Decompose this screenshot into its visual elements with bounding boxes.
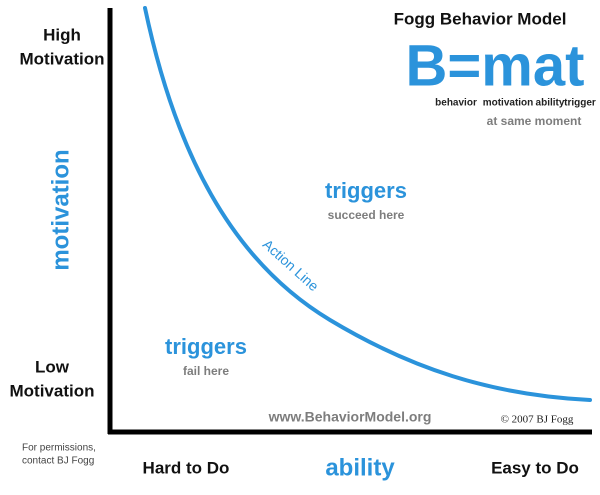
x-low: Hard to Do — [143, 458, 230, 477]
permissions: For permissions, — [22, 443, 96, 454]
x-high: Easy to Do — [491, 458, 579, 477]
formula: B=mat — [406, 33, 585, 98]
action-line — [143, 6, 592, 402]
formula-note: at same moment — [487, 114, 582, 128]
y-low: Motivation — [10, 381, 95, 400]
formula-word: ability — [536, 98, 565, 109]
y-high: Motivation — [20, 49, 105, 68]
permissions: contact BJ Fogg — [22, 456, 94, 467]
x-axis-label: ability — [325, 454, 395, 481]
formula-word: behavior — [435, 98, 477, 109]
website: www.BehaviorModel.org — [268, 409, 432, 425]
region-subtitle: fail here — [183, 364, 229, 378]
copyright: © 2007 BJ Fogg — [501, 414, 574, 426]
y-high: High — [43, 25, 81, 44]
y-axis-label: motivation — [47, 149, 74, 270]
region-title: triggers — [325, 178, 407, 203]
region-title: triggers — [165, 334, 247, 359]
formula-word: motivation — [483, 98, 534, 109]
title: Fogg Behavior Model — [394, 9, 567, 28]
region-subtitle: succeed here — [328, 208, 405, 222]
formula-word: trigger — [564, 98, 596, 109]
y-low: Low — [35, 357, 70, 376]
